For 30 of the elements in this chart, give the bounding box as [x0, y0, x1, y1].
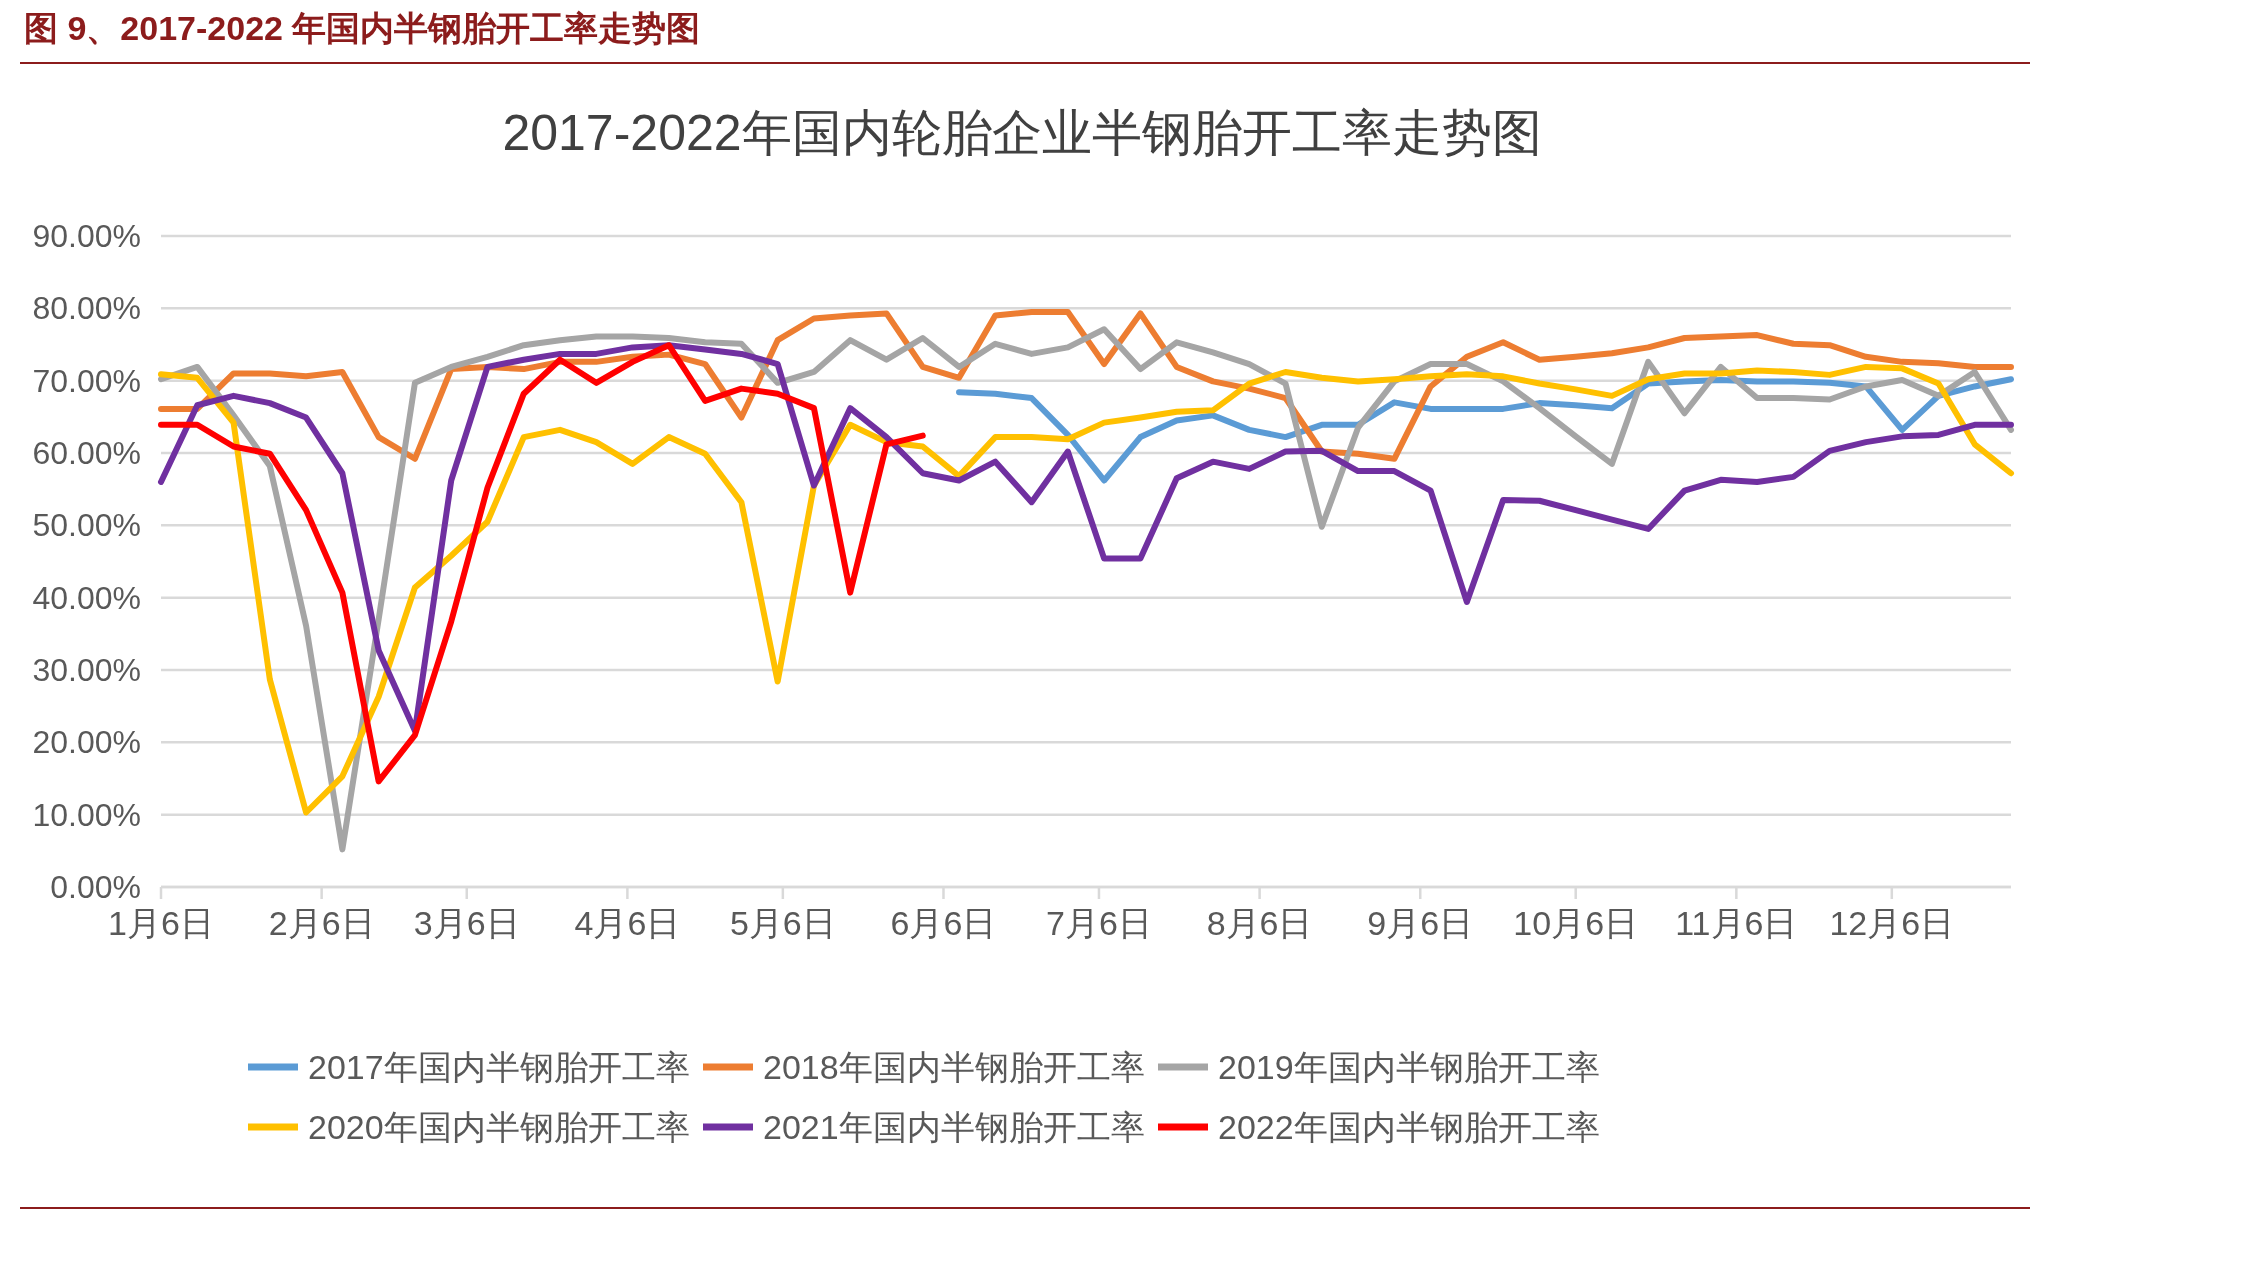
x-tick-label: 5月6日	[729, 904, 836, 942]
y-tick-label: 20.00%	[32, 724, 141, 761]
y-tick-label: 40.00%	[32, 579, 141, 616]
x-tick-label: 2月6日	[268, 904, 375, 942]
legend-label: 2020年国内半钢胎开工率	[308, 1108, 690, 1146]
legend-label: 2018年国内半钢胎开工率	[763, 1048, 1145, 1086]
x-tick-label: 11月6日	[1675, 904, 1798, 942]
y-tick-label: 0.00%	[50, 869, 141, 905]
legend-label: 2022年国内半钢胎开工率	[1218, 1108, 1600, 1146]
legend-label: 2019年国内半钢胎开工率	[1218, 1048, 1600, 1086]
y-tick-label: 50.00%	[32, 507, 141, 544]
legend-label: 2017年国内半钢胎开工率	[308, 1048, 690, 1086]
x-tick-label: 7月6日	[1046, 904, 1152, 942]
y-tick-label: 30.00%	[32, 652, 141, 688]
y-tick-label: 60.00%	[32, 435, 141, 471]
x-tick-label: 10月6日	[1513, 904, 1639, 942]
x-tick-label: 6月6日	[890, 904, 997, 942]
y-tick-label: 70.00%	[32, 362, 141, 399]
x-tick-label: 8月6日	[1206, 904, 1313, 942]
y-tick-label: 90.00%	[32, 218, 141, 254]
x-tick-label: 1月6日	[108, 904, 214, 942]
chart-subtitle: 2017-2022年国内轮胎企业半钢胎开工率走势图	[502, 105, 1542, 161]
x-tick-label: 12月6日	[1829, 904, 1955, 942]
x-tick-label: 9月6日	[1367, 904, 1474, 942]
legend-label: 2021年国内半钢胎开工率	[763, 1108, 1145, 1146]
x-tick-label: 4月6日	[574, 904, 681, 942]
y-tick-label: 80.00%	[32, 290, 141, 327]
y-tick-label: 10.00%	[32, 796, 141, 833]
chart-title: 图 9、2017-2022 年国内半钢胎开工率走势图	[24, 9, 701, 47]
x-tick-label: 3月6日	[413, 904, 520, 942]
